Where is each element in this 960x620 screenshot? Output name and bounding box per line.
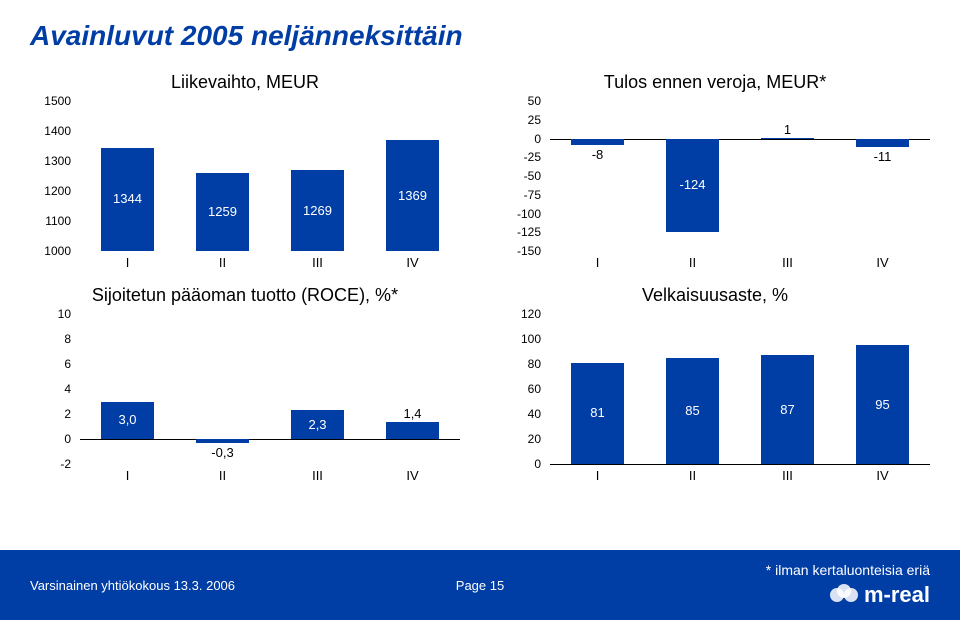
chart-roce-title: Sijoitetun pääoman tuotto (ROCE), %* (30, 285, 460, 306)
y-tick-label: 1500 (44, 94, 71, 108)
plot-area: 1000110012001300140015001344125912691369 (80, 101, 460, 251)
y-tick-label: 80 (528, 357, 541, 371)
bar (386, 422, 438, 440)
bar-value-label: 1344 (113, 191, 142, 206)
bar-value-label: 95 (875, 397, 889, 412)
y-tick-label: -75 (524, 188, 541, 202)
bar-value-label: 87 (780, 402, 794, 417)
bar (196, 439, 248, 443)
x-tick-label: III (312, 468, 323, 483)
footnote-text: * ilman kertaluonteisia eriä (766, 562, 930, 578)
y-tick-label: 4 (64, 382, 71, 396)
x-tick-label: II (689, 255, 696, 270)
bar-value-label: 81 (590, 405, 604, 420)
y-tick-label: 0 (534, 132, 541, 146)
y-tick-label: 2 (64, 407, 71, 421)
x-tick-label: IV (876, 255, 888, 270)
x-tick-label: I (126, 255, 130, 270)
chart-revenue: Liikevaihto, MEUR 1000 1100 1200 1300 1400 15… (30, 72, 460, 275)
footer-page-number: Page 15 (456, 578, 504, 593)
y-tick-label: 8 (64, 332, 71, 346)
x-axis: IIIIIIIV (80, 255, 460, 275)
footer-bar: Varsinainen yhtiökokous 13.3. 2006 Page … (0, 550, 960, 620)
bar-value-label: 3,0 (118, 412, 136, 427)
chart-revenue-title: Liikevaihto, MEUR (30, 72, 460, 93)
bar (856, 139, 908, 147)
y-tick-label: 120 (521, 307, 541, 321)
bar-value-label: 1259 (208, 204, 237, 219)
y-tick-label: -25 (524, 150, 541, 164)
bar (571, 139, 623, 145)
charts-grid: Liikevaihto, MEUR 1000110012001300140015… (30, 72, 930, 488)
x-tick-label: I (596, 255, 600, 270)
chart-gearing-title: Velkaisuusaste, % (500, 285, 930, 306)
y-tick-label: 10 (58, 307, 71, 321)
y-tick-label: -2 (60, 457, 71, 471)
y-tick-label: 1200 (44, 184, 71, 198)
y-axis: -20246810 (35, 314, 75, 464)
y-tick-label: 0 (64, 432, 71, 446)
bar-value-label: -11 (874, 149, 892, 164)
y-tick-label: -50 (524, 169, 541, 183)
x-tick-label: II (219, 255, 226, 270)
plot-area: -150-125-100-75-50-2502550-8-1241-11 (550, 101, 930, 251)
page-title: Avainluvut 2005 neljänneksittäin (30, 20, 930, 52)
y-axis: 100011001200130014001500 (35, 101, 75, 251)
y-tick-label: 60 (528, 382, 541, 396)
bar-value-label: 1,4 (403, 406, 421, 421)
bar-value-label: 1369 (398, 188, 427, 203)
x-tick-label: II (689, 468, 696, 483)
x-tick-label: IV (406, 468, 418, 483)
x-tick-label: IV (876, 468, 888, 483)
y-tick-label: 40 (528, 407, 541, 421)
x-tick-label: III (782, 255, 793, 270)
zero-line (80, 439, 460, 440)
y-tick-label: 0 (534, 457, 541, 471)
y-tick-label: 6 (64, 357, 71, 371)
y-tick-label: 1400 (44, 124, 71, 138)
zero-line (550, 464, 930, 465)
plot-area: -202468103,0-0,32,31,4 (80, 314, 460, 464)
y-tick-label: 1300 (44, 154, 71, 168)
x-tick-label: IV (406, 255, 418, 270)
y-tick-label: 1100 (45, 214, 71, 228)
bar-value-label: -0,3 (211, 445, 233, 460)
logo-icon (830, 584, 858, 606)
y-tick-label: -100 (517, 207, 541, 221)
plot-area: 02040608010012081858795 (550, 314, 930, 464)
logo: m-real (830, 582, 930, 608)
y-axis: -150-125-100-75-50-2502550 (505, 101, 545, 251)
x-axis: IIIIIIIV (80, 468, 460, 488)
y-tick-label: 100 (521, 332, 541, 346)
y-tick-label: 1000 (44, 244, 71, 258)
y-axis: 020406080100120 (505, 314, 545, 464)
bar-value-label: -124 (679, 177, 705, 192)
y-tick-label: -150 (517, 244, 541, 258)
x-tick-label: II (219, 468, 226, 483)
bar-value-label: 1269 (303, 203, 332, 218)
x-axis: IIIIIIIV (550, 255, 930, 275)
y-tick-label: 20 (528, 432, 541, 446)
chart-pretax-title: Tulos ennen veroja, MEUR* (500, 72, 930, 93)
x-tick-label: III (312, 255, 323, 270)
bar-value-label: 85 (685, 403, 699, 418)
bar-value-label: 1 (784, 122, 791, 137)
chart-pretax: Tulos ennen veroja, MEUR* -150 -125 -100 -7… (500, 72, 930, 275)
bar (761, 138, 813, 139)
chart-roce: Sijoitetun pääoman tuotto (ROCE), %* -2 0… (30, 285, 460, 488)
x-tick-label: I (596, 468, 600, 483)
bar-value-label: 2,3 (308, 417, 326, 432)
bar-value-label: -8 (592, 147, 604, 162)
footer-left-text: Varsinainen yhtiökokous 13.3. 2006 (30, 578, 235, 593)
x-tick-label: III (782, 468, 793, 483)
x-axis: IIIIIIIV (550, 468, 930, 488)
logo-text: m-real (864, 582, 930, 608)
y-tick-label: 50 (528, 94, 541, 108)
y-tick-label: -125 (517, 225, 541, 239)
y-tick-label: 25 (528, 113, 541, 127)
chart-gearing: Velkaisuusaste, % 0 20 40 60 80 100 120 81 85 87 9… (500, 285, 930, 488)
x-tick-label: I (126, 468, 130, 483)
